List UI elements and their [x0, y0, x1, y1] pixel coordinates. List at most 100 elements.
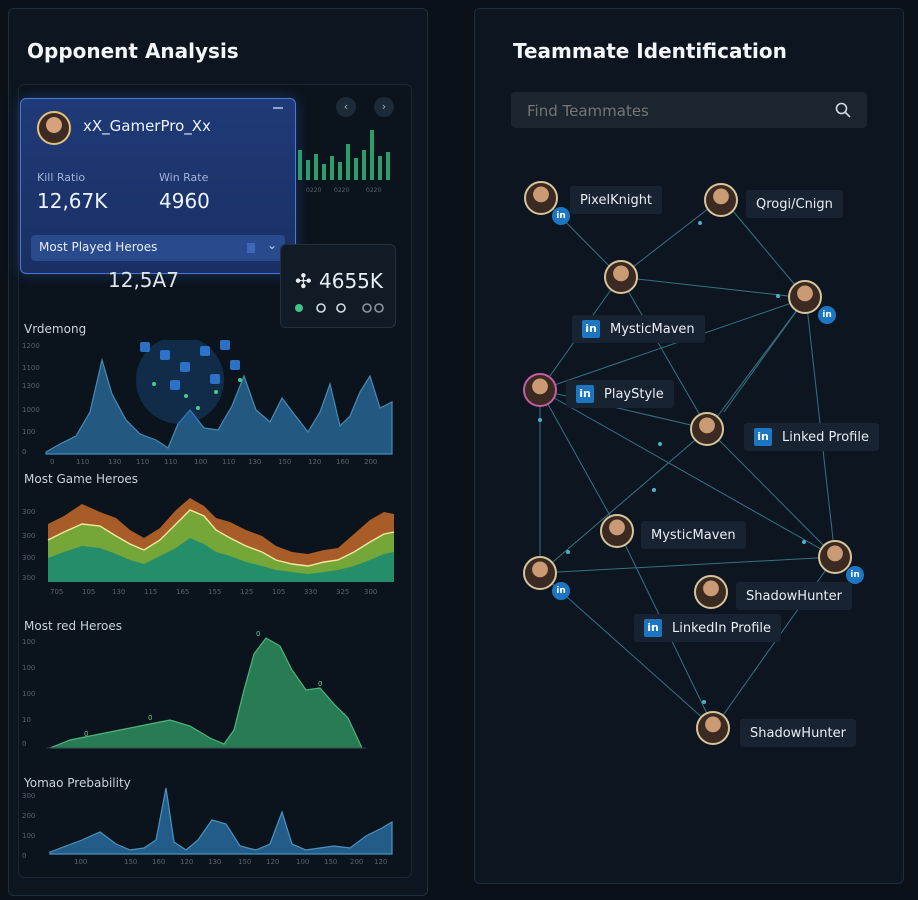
linkedin-icon: in — [582, 320, 600, 338]
linkedin-icon[interactable]: in — [552, 207, 570, 225]
teammate-avatar-qrogi[interactable] — [704, 183, 738, 217]
chip-shadowhunter-1[interactable]: ShadowHunter — [736, 582, 852, 610]
chart-4: 300 200 100 0 100 150 160 120 130 150 120 100 150 20… — [22, 787, 393, 866]
svg-text:300: 300 — [22, 792, 35, 800]
svg-text:130: 130 — [112, 588, 125, 596]
svg-text:100: 100 — [296, 858, 309, 866]
teammate-avatar-mysticmaven-2[interactable] — [600, 514, 634, 548]
avatar — [37, 111, 71, 145]
teammate-network-edges — [538, 196, 836, 729]
chip-label: PlayStyle — [604, 386, 664, 402]
linkedin-icon[interactable]: in — [846, 566, 864, 584]
svg-text:110: 110 — [222, 458, 235, 466]
chip-label: MysticMaven — [610, 321, 695, 337]
teammate-avatar-shadowhunter-2[interactable] — [696, 711, 730, 745]
most-played-label: Most Played Heroes — [39, 240, 158, 254]
linkedin-icon[interactable]: in — [552, 582, 570, 600]
search-input[interactable] — [525, 98, 819, 124]
opponent-profile-card[interactable]: xX_GamerPro_Xx Kill Ratio 12,67K Win Rat… — [20, 98, 296, 274]
svg-text:300: 300 — [22, 508, 35, 516]
teammate-avatar-playstyle[interactable] — [523, 373, 557, 407]
grid-icon — [247, 243, 255, 253]
svg-text:125: 125 — [240, 588, 253, 596]
svg-text:100: 100 — [74, 858, 87, 866]
svg-text:0220: 0220 — [366, 187, 381, 194]
chip-playstyle[interactable]: in PlayStyle — [566, 380, 674, 408]
svg-text:0: 0 — [256, 630, 260, 638]
svg-text:150: 150 — [278, 458, 291, 466]
svg-text:0: 0 — [50, 458, 54, 466]
svg-text:200: 200 — [350, 858, 363, 866]
most-played-heroes-dropdown[interactable]: Most Played Heroes ⌄ — [31, 235, 285, 261]
svg-text:0: 0 — [148, 714, 152, 722]
teammate-avatar-right-1[interactable] — [788, 280, 822, 314]
linkedin-icon[interactable]: in — [818, 306, 836, 324]
kill-ratio-label: Kill Ratio — [37, 171, 86, 184]
carousel-next[interactable]: › — [374, 97, 394, 117]
chip-qrogi[interactable]: Qrogi/Cnign — [746, 190, 843, 218]
chart-1-label: Vrdemong — [24, 322, 87, 336]
chart-2: 300 300 300 300 705 105 130 115 165 155 125 105 330… — [22, 498, 395, 596]
svg-text:105: 105 — [82, 588, 95, 596]
svg-text:130: 130 — [108, 458, 121, 466]
chip-mysticmaven-2[interactable]: MysticMaven — [641, 521, 746, 549]
linkedin-icon: in — [576, 385, 594, 403]
teammate-avatar-center[interactable] — [690, 412, 724, 446]
stat-left-value: 12,5A7 — [108, 268, 179, 292]
chart-4-label: Yomao Prebability — [24, 776, 131, 790]
svg-text:120: 120 — [374, 858, 387, 866]
svg-text:160: 160 — [152, 858, 165, 866]
svg-text:110: 110 — [136, 458, 149, 466]
svg-text:105: 105 — [272, 588, 285, 596]
search-bar[interactable] — [511, 92, 867, 128]
card-menu[interactable] — [273, 107, 283, 109]
svg-text:1300: 1300 — [22, 382, 40, 390]
pager-dots[interactable] — [293, 301, 385, 315]
svg-text:300: 300 — [22, 554, 35, 562]
chevron-right-icon: › — [381, 100, 387, 113]
svg-text:705: 705 — [50, 588, 63, 596]
kill-ratio-value: 12,67K — [37, 189, 108, 213]
svg-text:0: 0 — [22, 448, 26, 456]
svg-text:0220: 0220 — [334, 187, 349, 194]
search-icon[interactable] — [835, 102, 851, 118]
chip-shadowhunter-2[interactable]: ShadowHunter — [740, 719, 856, 747]
chip-mysticmaven-1[interactable]: in MysticMaven — [572, 315, 705, 343]
teammate-avatar-pixelknight[interactable] — [524, 181, 558, 215]
svg-text:330: 330 — [304, 588, 317, 596]
svg-text:130: 130 — [208, 858, 221, 866]
stat-right-prefix: ✣ — [295, 269, 312, 293]
stat-right-box: ✣ 4655K — [280, 244, 396, 328]
teammate-avatar-right-2[interactable] — [818, 540, 852, 574]
win-rate-label: Win Rate — [159, 171, 209, 184]
svg-text:1200: 1200 — [22, 342, 40, 350]
svg-text:300: 300 — [22, 532, 35, 540]
chart-2-label: Most Game Heroes — [24, 472, 139, 486]
linkedin-icon: in — [644, 619, 662, 637]
svg-text:150: 150 — [324, 858, 337, 866]
svg-text:165: 165 — [176, 588, 189, 596]
teammate-avatar-shadowhunter-1[interactable] — [694, 575, 728, 609]
chip-linked-profile[interactable]: in Linked Profile — [744, 423, 879, 451]
svg-text:200: 200 — [22, 812, 35, 820]
chip-linkedin-profile[interactable]: in LinkedIn Profile — [634, 614, 782, 642]
svg-text:110: 110 — [76, 458, 89, 466]
svg-text:0: 0 — [318, 680, 322, 688]
svg-text:300: 300 — [364, 588, 377, 596]
svg-text:10: 10 — [22, 716, 31, 724]
svg-text:325: 325 — [336, 588, 349, 596]
panel-title: Teammate Identification — [513, 39, 787, 63]
chevron-left-icon: ‹ — [343, 100, 349, 113]
chip-pixelknight[interactable]: PixelKnight — [570, 186, 663, 214]
svg-text:130: 130 — [248, 458, 261, 466]
svg-text:100: 100 — [22, 638, 35, 646]
carousel-prev[interactable]: ‹ — [336, 97, 356, 117]
svg-text:100: 100 — [22, 690, 35, 698]
svg-text:150: 150 — [124, 858, 137, 866]
teammate-avatar-mysticmaven-1[interactable] — [604, 260, 638, 294]
player-name: xX_GamerPro_Xx — [83, 117, 211, 135]
teammate-avatar-left-bottom[interactable] — [523, 556, 557, 590]
svg-text:155: 155 — [208, 588, 221, 596]
